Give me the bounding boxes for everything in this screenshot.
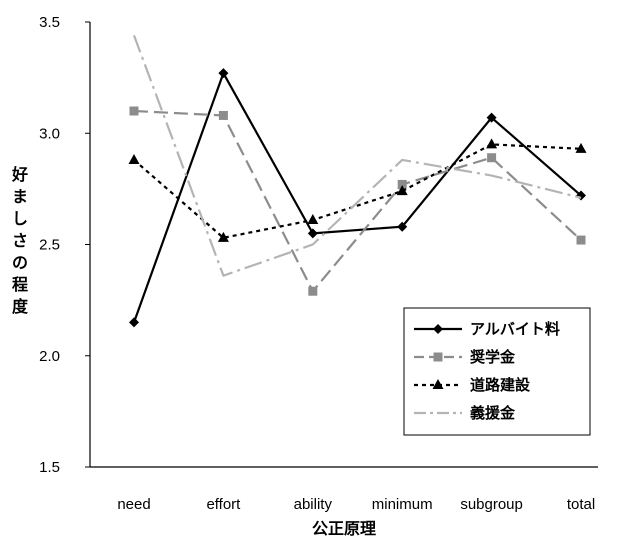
data-point bbox=[129, 317, 139, 328]
data-point bbox=[128, 153, 140, 164]
data-point bbox=[308, 286, 318, 296]
x-tick-label: subgroup bbox=[460, 496, 523, 513]
series-line bbox=[133, 143, 582, 239]
x-tick-label: total bbox=[567, 496, 595, 513]
x-tick-label: need bbox=[117, 496, 150, 513]
x-tick-label: minimum bbox=[372, 496, 433, 513]
legend-label: 道路建設 bbox=[470, 376, 531, 394]
data-point bbox=[486, 112, 497, 123]
data-point bbox=[307, 214, 319, 225]
data-point bbox=[487, 153, 497, 163]
data-point bbox=[486, 138, 498, 149]
legend-label: 奨学金 bbox=[470, 348, 516, 366]
series-3 bbox=[128, 138, 587, 242]
series-1 bbox=[129, 68, 586, 328]
legend-item: アルバイト料 bbox=[414, 320, 560, 338]
series-2 bbox=[129, 106, 586, 296]
data-point bbox=[576, 235, 586, 245]
legend-label: 義援金 bbox=[470, 404, 516, 422]
y-axis-title: 好ましさの程度 bbox=[11, 165, 29, 316]
data-point bbox=[575, 142, 587, 153]
legend-marker bbox=[433, 324, 443, 334]
data-point bbox=[307, 228, 318, 239]
y-tick-label: 2.5 bbox=[39, 237, 60, 254]
series-4 bbox=[132, 34, 582, 277]
data-point bbox=[397, 221, 408, 232]
x-ticks: need effort ability minimum subgroup total bbox=[117, 496, 595, 513]
legend-item: 義援金 bbox=[414, 404, 516, 422]
legend-item: 奨学金 bbox=[414, 348, 516, 366]
legend-marker bbox=[433, 352, 443, 362]
x-tick-label: ability bbox=[294, 496, 333, 513]
y-tick-label: 3.0 bbox=[39, 125, 60, 142]
data-point bbox=[217, 231, 229, 242]
legend-label: アルバイト料 bbox=[470, 320, 560, 338]
series-line bbox=[132, 72, 582, 323]
data-point bbox=[129, 106, 139, 116]
legend-marker bbox=[432, 379, 444, 389]
data-point bbox=[397, 179, 407, 189]
y-tick-label: 2.0 bbox=[39, 348, 60, 365]
data-point bbox=[218, 68, 229, 79]
y-tick-label: 3.5 bbox=[39, 14, 60, 31]
series-layer bbox=[128, 34, 587, 328]
data-point bbox=[396, 185, 408, 196]
y-tick-label: 1.5 bbox=[39, 459, 60, 476]
legend-item: 道路建設 bbox=[414, 376, 531, 394]
y-ticks: 1.5 2.0 2.5 3.0 3.5 bbox=[39, 14, 90, 476]
x-tick-label: effort bbox=[206, 496, 241, 513]
x-axis-title: 公正原理 bbox=[312, 519, 376, 538]
data-point bbox=[218, 110, 228, 120]
series-line bbox=[132, 34, 582, 277]
